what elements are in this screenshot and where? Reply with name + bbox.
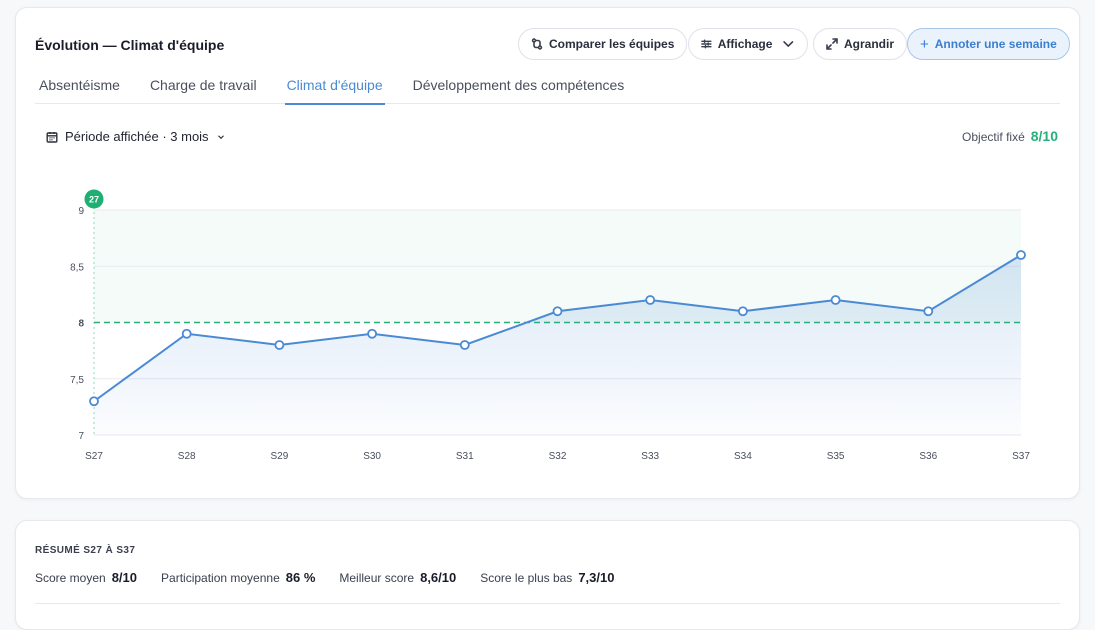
expand-label: Agrandir xyxy=(844,37,895,51)
y-tick-label: 9 xyxy=(78,206,84,217)
x-tick-label: S30 xyxy=(363,451,381,462)
sliders-icon xyxy=(701,39,712,49)
period-selector[interactable]: Période affichée · 3 mois xyxy=(46,129,226,144)
chart-card: Évolution — Climat d'équipe Comparer les… xyxy=(15,7,1080,499)
data-point xyxy=(89,396,99,407)
x-tick-label: S35 xyxy=(827,451,845,462)
calendar-icon xyxy=(46,131,58,143)
tab-absenteisme[interactable]: Absentéisme xyxy=(39,77,120,93)
stat-value: 7,3/10 xyxy=(578,570,615,585)
stat-label: Score moyen xyxy=(35,571,106,585)
expand-icon xyxy=(826,38,838,50)
period-label: Période affichée · 3 mois xyxy=(65,129,209,144)
y-tick-label: 8 xyxy=(78,319,84,330)
display-dropdown[interactable]: Affichage xyxy=(688,28,808,60)
tab-developpement-competences[interactable]: Développement des compétences xyxy=(412,77,625,93)
summary-card: RÉSUMÉ S27 À S37 Score moyen 8/10 Partic… xyxy=(15,520,1080,630)
x-tick-label: S36 xyxy=(919,451,937,462)
x-tick-label: S33 xyxy=(641,451,659,462)
data-point xyxy=(459,340,470,350)
target-label: Objectif fixé xyxy=(962,130,1025,144)
stat-label: Meilleur score xyxy=(339,571,415,585)
compare-icon xyxy=(531,38,543,50)
x-tick-label: S37 xyxy=(1012,451,1030,462)
x-tick-label: S28 xyxy=(178,451,196,462)
compare-teams-label: Comparer les équipes xyxy=(549,37,675,51)
stat-value: 8,6/10 xyxy=(420,570,457,585)
data-point xyxy=(367,328,378,339)
y-tick-label: 8,5 xyxy=(70,262,84,273)
data-point xyxy=(181,328,192,339)
x-tick-label: S32 xyxy=(549,451,567,462)
x-tick-label: S29 xyxy=(271,451,289,462)
series-area xyxy=(94,255,1021,435)
summary-title: RÉSUMÉ S27 À S37 xyxy=(35,545,136,556)
data-point xyxy=(552,306,563,317)
compare-teams-button[interactable]: Comparer les équipes xyxy=(518,28,688,60)
data-point xyxy=(830,295,841,305)
week-marker-label: 27 xyxy=(89,195,99,205)
tab-climat-equipe[interactable]: Climat d'équipe xyxy=(284,74,385,105)
y-tick-label: 7 xyxy=(78,431,84,442)
data-point xyxy=(1016,250,1026,260)
stat-average-participation: Participation moyenne 86 % xyxy=(161,570,315,585)
data-point xyxy=(738,306,748,317)
data-point xyxy=(274,340,285,350)
tab-bar: Absentéisme Charge de travail Climat d'é… xyxy=(35,74,1060,105)
target-indicator: Objectif fixé 8/10 xyxy=(962,128,1058,144)
stat-label: Participation moyenne xyxy=(161,571,280,585)
stat-label: Score le plus bas xyxy=(480,571,573,585)
x-tick-label: S34 xyxy=(734,451,752,462)
stat-value: 8/10 xyxy=(111,570,138,585)
annotate-week-button[interactable]: + Annoter une semaine xyxy=(907,28,1070,60)
y-tick-label: 7,5 xyxy=(70,375,84,386)
divider xyxy=(35,603,1060,604)
expand-button[interactable]: Agrandir xyxy=(813,28,908,60)
chevron-down-icon xyxy=(783,41,794,47)
page-title: Évolution — Climat d'équipe xyxy=(35,37,225,53)
data-point xyxy=(645,295,656,305)
line-chart: 7 7,5 8 8,5 9 S27 S28 S29 S30 S31 S32 S33 S34 S35 S36 S… xyxy=(70,189,1030,462)
tab-charge-de-travail[interactable]: Charge de travail xyxy=(149,77,257,93)
target-value: 8/10 xyxy=(1030,128,1058,144)
display-label: Affichage xyxy=(717,37,773,51)
week-marker-badge xyxy=(84,189,104,209)
data-point xyxy=(923,306,934,317)
annotate-week-label: Annoter une semaine xyxy=(934,37,1057,51)
chevron-down-icon xyxy=(217,134,224,139)
x-tick-label: S31 xyxy=(456,451,474,462)
stat-best-score: Meilleur score 8,6/10 xyxy=(339,570,456,585)
stat-lowest-score: Score le plus bas 7,3/10 xyxy=(480,570,614,585)
plus-icon: + xyxy=(920,35,929,53)
stat-value: 86 % xyxy=(285,570,316,585)
x-tick-label: S27 xyxy=(85,451,103,462)
stat-average-score: Score moyen 8/10 xyxy=(35,570,137,585)
summary-stats: Score moyen 8/10 Participation moyenne 8… xyxy=(35,570,638,585)
